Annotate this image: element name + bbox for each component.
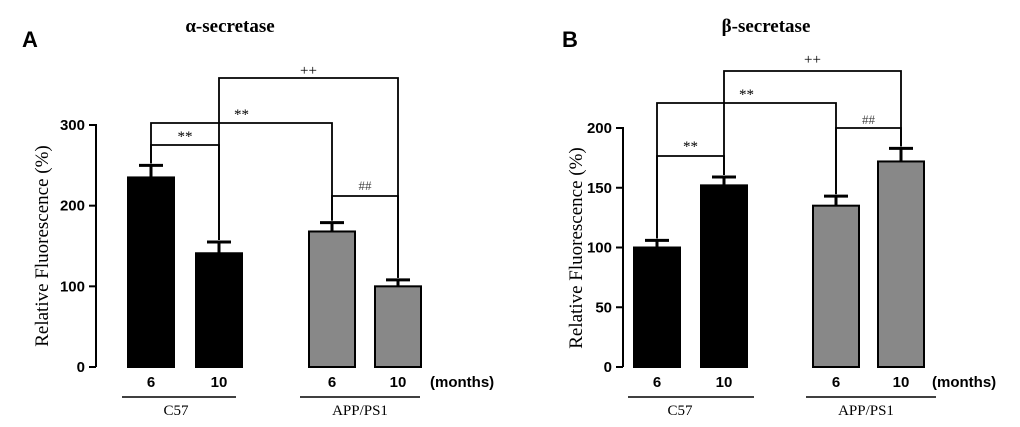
y-tick-label: 0	[604, 359, 612, 376]
group-label-app-ps1-a: APP/PS1	[332, 403, 388, 419]
bar	[308, 230, 356, 368]
panel-b: B β-secretase Relative Fluorescence (%) …	[562, 16, 996, 419]
bar	[877, 160, 925, 368]
x-tick-label: 10	[390, 374, 407, 391]
significance-bracket	[218, 77, 399, 278]
y-tick-label: 50	[595, 299, 612, 316]
x-tick-label: 6	[832, 374, 840, 391]
significance-label: **	[178, 129, 193, 145]
group-label-c57-a: C57	[163, 403, 189, 419]
y-tick-label: 100	[60, 278, 85, 295]
bar	[127, 176, 175, 368]
x-tick-label: 10	[211, 374, 228, 391]
significance-label: ++	[300, 63, 317, 79]
significance-label: ##	[862, 112, 876, 127]
significance-label: **	[683, 139, 698, 155]
y-tick-label: 200	[60, 198, 85, 215]
group-label-c57-b: C57	[667, 403, 693, 419]
x-units-label-a: (months)	[430, 374, 494, 391]
y-tick-label: 100	[587, 240, 612, 257]
chart-title-a: α-secretase	[185, 16, 274, 37]
x-tick-label: 6	[147, 374, 155, 391]
x-tick-label: 10	[716, 374, 733, 391]
significance-label: ##	[359, 178, 373, 193]
significance-bracket	[723, 70, 902, 175]
significance-label: **	[739, 87, 754, 103]
y-tick-label: 300	[60, 117, 85, 134]
bar	[633, 246, 681, 368]
y-axis-label-b: Relative Fluorescence (%)	[566, 147, 587, 349]
y-axis-label-a: Relative Fluorescence (%)	[32, 145, 53, 347]
x-tick-label: 6	[653, 374, 661, 391]
bar	[812, 204, 860, 368]
group-label-app-ps1-b: APP/PS1	[838, 403, 894, 419]
x-units-label-b: (months)	[932, 374, 996, 391]
panel-letter-b: B	[562, 27, 578, 52]
significance-label: **	[234, 107, 249, 123]
y-tick-label: 200	[587, 120, 612, 137]
bar	[195, 252, 243, 368]
significance-label: ++	[804, 52, 821, 68]
significance-bracket	[150, 122, 333, 221]
bar	[700, 184, 748, 368]
x-tick-label: 6	[328, 374, 336, 391]
y-tick-label: 0	[77, 359, 85, 376]
chart-title-b: β-secretase	[722, 16, 811, 37]
panel-letter-a: A	[22, 27, 38, 52]
bar	[374, 285, 422, 369]
y-tick-label: 150	[587, 180, 612, 197]
panel-a: A α-secretase Relative Fluorescence (%) …	[22, 16, 494, 419]
x-tick-label: 10	[893, 374, 910, 391]
